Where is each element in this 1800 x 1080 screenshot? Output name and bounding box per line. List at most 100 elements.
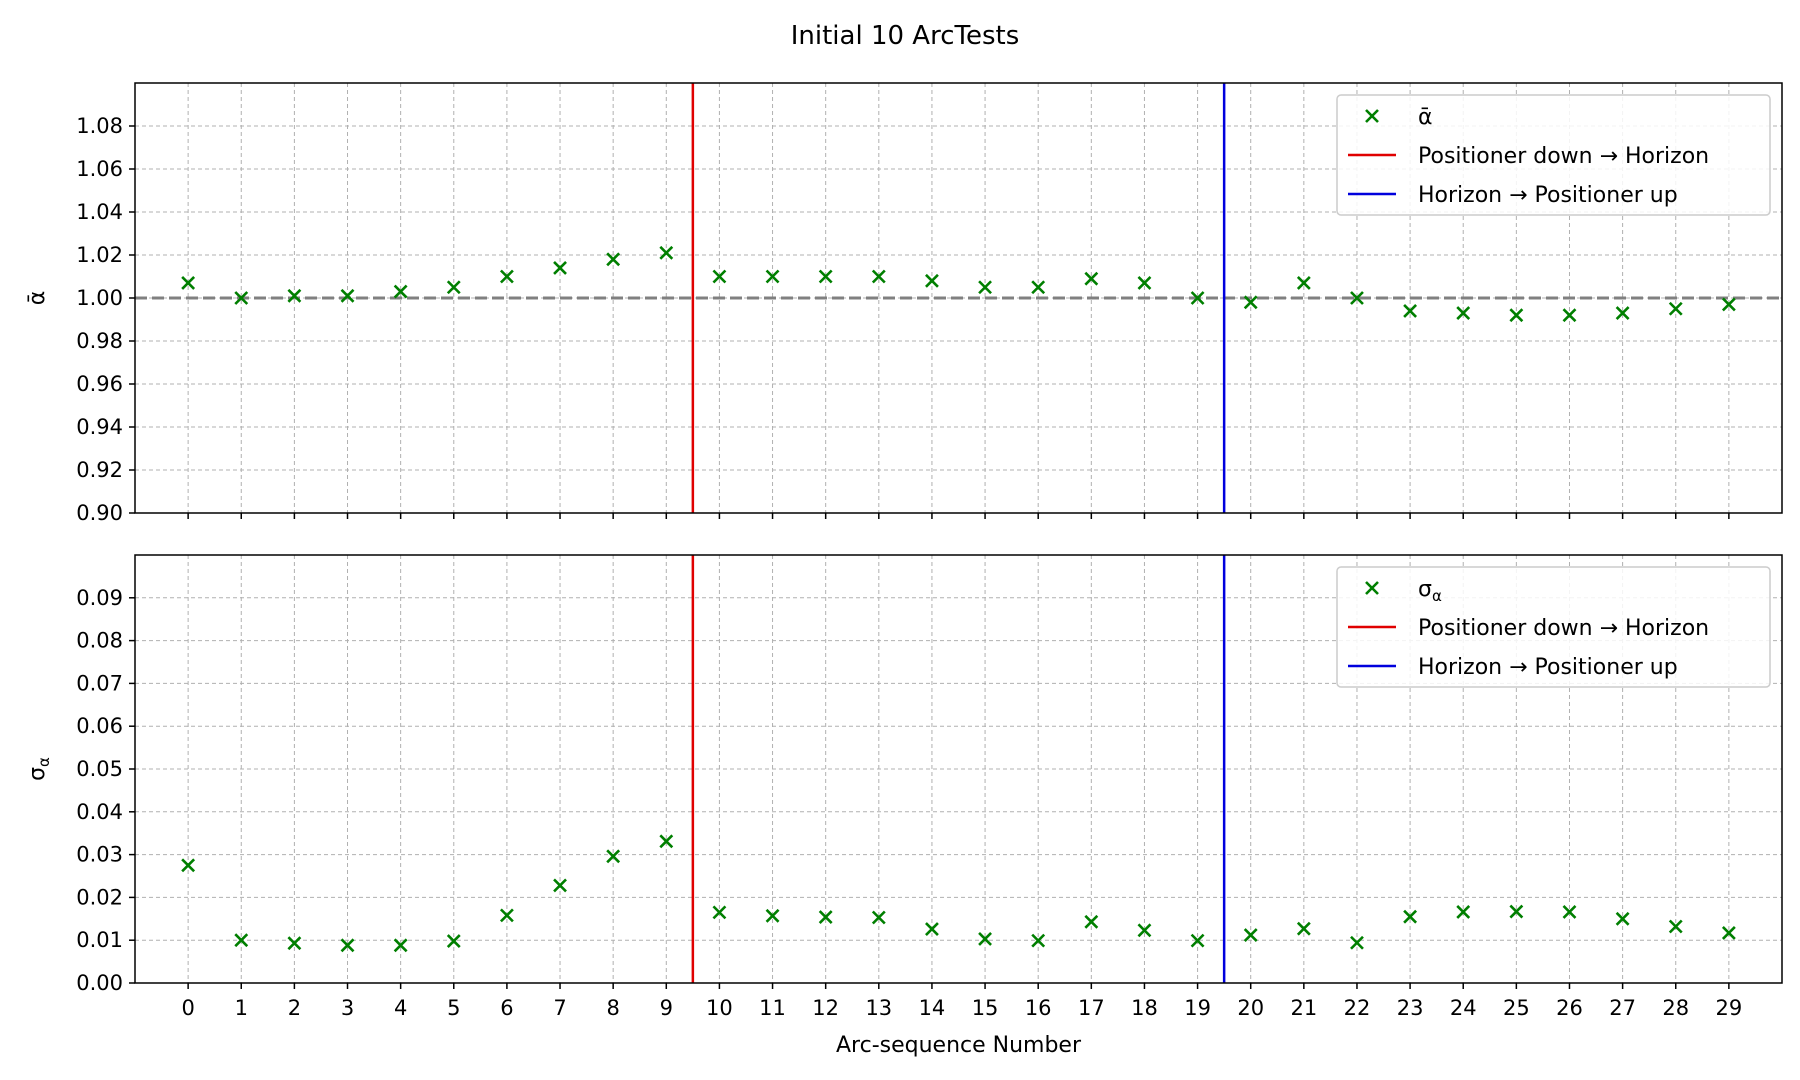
- x-tick-label: 29: [1716, 996, 1743, 1020]
- x-tick-label: 10: [706, 996, 733, 1020]
- x-tick-label: 0: [181, 996, 194, 1020]
- legend-box: [1336, 94, 1771, 216]
- data-point: [181, 858, 196, 873]
- y-tick-label: 1.08: [76, 114, 123, 138]
- data-point: [978, 280, 992, 295]
- x-tick-label: 15: [972, 996, 999, 1020]
- data-point: [446, 280, 461, 295]
- y-tick-label: 0.01: [76, 928, 123, 952]
- data-point: [1243, 928, 1258, 942]
- x-tick-label: 6: [500, 996, 513, 1020]
- x-tick-label: 9: [660, 996, 673, 1020]
- data-point: [499, 908, 514, 923]
- legend-label: Horizon → Positioner up: [1418, 183, 1678, 208]
- legend-label: Positioner down → Horizon: [1418, 144, 1709, 169]
- data-point: [287, 936, 302, 951]
- legend-box: [1336, 566, 1771, 688]
- data-point: [1137, 923, 1152, 938]
- data-point: [1615, 306, 1630, 320]
- data-point: [712, 269, 727, 284]
- data-point: [818, 910, 833, 925]
- alpha-mean-panel: 0.90 0.92 0.94 0.96 0.98 1.00 1.02 1.04 1.06 1.08…: [25, 82, 1783, 525]
- x-tick-label: 27: [1609, 996, 1636, 1020]
- x-tick-label: 23: [1397, 996, 1424, 1020]
- y-tick-label: 0.94: [76, 415, 123, 439]
- data-point: [1190, 291, 1205, 305]
- x-tick-label: 11: [759, 996, 786, 1020]
- legend-label: Horizon → Positioner up: [1418, 655, 1678, 680]
- grid: [135, 555, 1782, 984]
- y-tick-label: 0.06: [76, 714, 123, 738]
- y-axis-label: ᾱ: [25, 291, 50, 306]
- data-point: [659, 245, 674, 260]
- data-point: [659, 834, 674, 849]
- data-point: [393, 938, 408, 953]
- legend-label: σα: [1418, 577, 1442, 605]
- alpha-sigma-panel: 0.00 0.01 0.02 0.03 0.04 0.05 0.06 0.07 0.08 0.09…: [25, 554, 1783, 1058]
- data-point: [871, 910, 886, 925]
- data-point: [1137, 276, 1152, 290]
- y-tick-label: 0.92: [76, 458, 123, 482]
- data-point: [606, 849, 621, 864]
- y-tick-label: 0.90: [76, 501, 123, 525]
- legend: ᾱ Positioner down → Horizon Horizon → Posi…: [1336, 94, 1771, 216]
- data-point: [1615, 911, 1630, 926]
- data-point: [1456, 905, 1471, 919]
- figure-title: Initial 10 ArcTests: [791, 21, 1020, 51]
- data-point: [1562, 308, 1577, 323]
- x-tick-label: 21: [1290, 996, 1317, 1020]
- x-tick-label: 7: [553, 996, 566, 1020]
- y-tick-label: 1.04: [76, 200, 123, 224]
- x-tick-label: 4: [394, 996, 407, 1020]
- data-point: [1296, 921, 1311, 936]
- data-point: [1509, 308, 1524, 323]
- data-point: [1243, 295, 1258, 310]
- data-point: [606, 252, 621, 267]
- legend: σα Positioner down → Horizon Horizon → Pos…: [1336, 566, 1771, 688]
- y-tick-label: 0.08: [76, 629, 123, 653]
- y-tick-label: 0.09: [76, 586, 123, 610]
- grid: [135, 83, 1782, 514]
- data-point: [712, 905, 727, 920]
- x-tick-label: 2: [288, 996, 301, 1020]
- data-point: [925, 922, 939, 936]
- data-point: [1296, 276, 1311, 290]
- x-tick-label: 5: [447, 996, 460, 1020]
- data-point: [1084, 914, 1099, 929]
- data-point: [499, 269, 514, 284]
- legend-label: Positioner down → Horizon: [1418, 616, 1709, 641]
- y-tick-label: 0.05: [76, 757, 123, 781]
- data-point: [1084, 271, 1099, 286]
- x-tick-label: 20: [1237, 996, 1264, 1020]
- x-tick-label: 25: [1503, 996, 1530, 1020]
- y-axis-label: σα: [25, 757, 53, 781]
- data-point: [765, 269, 780, 284]
- data-point: [1721, 926, 1736, 940]
- data-point: [1031, 280, 1046, 295]
- data-point: [181, 276, 196, 290]
- y-tick-label: 1.06: [76, 157, 123, 181]
- data-points: [181, 834, 1736, 953]
- data-point: [287, 288, 302, 303]
- data-point: [234, 291, 249, 305]
- data-point: [978, 931, 992, 946]
- x-tick-label: 17: [1078, 996, 1105, 1020]
- x-tick-label: 12: [812, 996, 839, 1020]
- data-point: [553, 878, 567, 893]
- y-tick-label: 0.98: [76, 329, 123, 353]
- y-tick-label: 0.03: [76, 843, 123, 867]
- data-point: [1721, 297, 1736, 312]
- x-tick-label: 24: [1450, 996, 1477, 1020]
- data-point: [818, 269, 833, 284]
- data-point: [553, 260, 567, 275]
- data-point: [1456, 306, 1471, 320]
- data-point: [340, 938, 355, 953]
- x-tick-label: 14: [919, 996, 946, 1020]
- y-tick-label: 1.02: [76, 243, 123, 267]
- data-point: [1562, 905, 1577, 919]
- x-tick-label: 16: [1025, 996, 1052, 1020]
- data-point: [1509, 904, 1524, 919]
- y-tick-label: 0.07: [76, 671, 123, 695]
- x-tick-label: 1: [235, 996, 248, 1020]
